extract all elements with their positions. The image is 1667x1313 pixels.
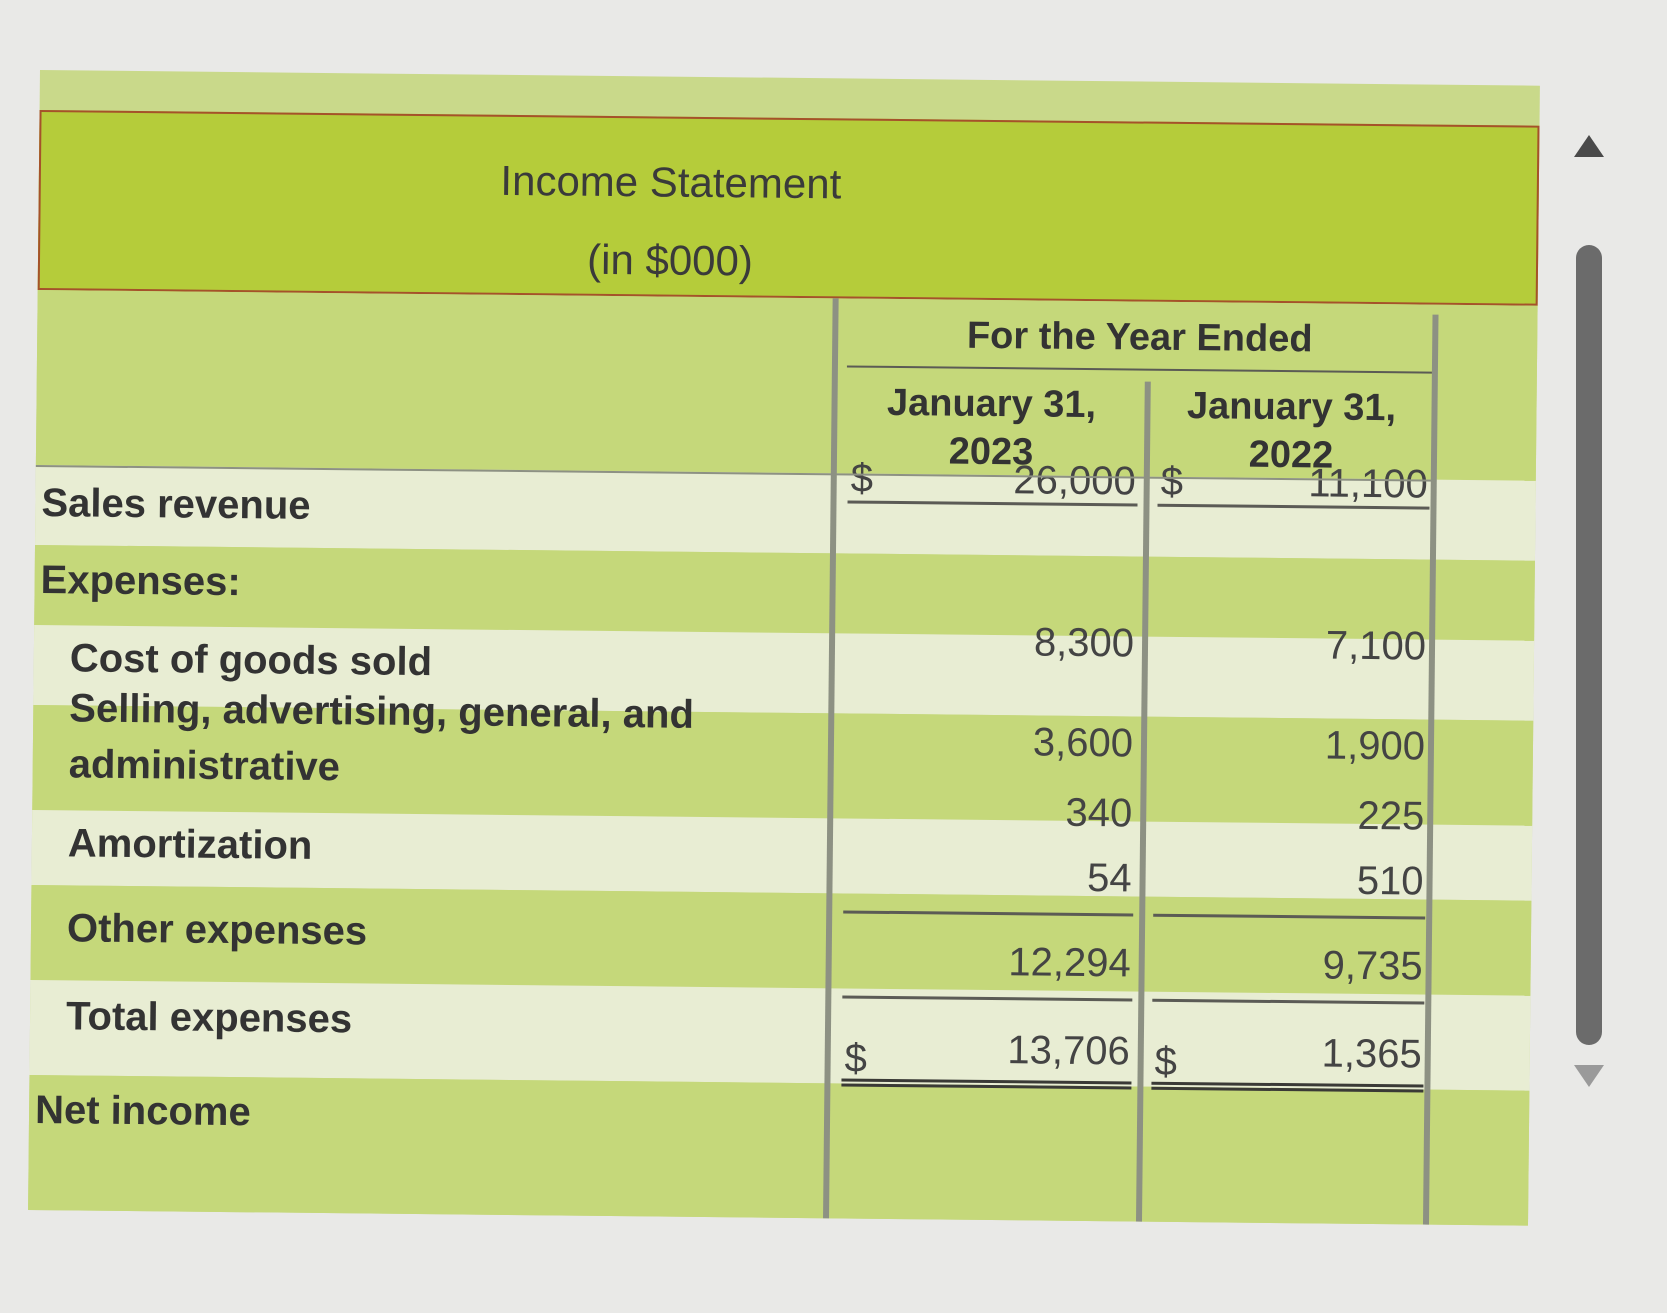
dollar-sign-net-2022: $ — [1154, 1039, 1178, 1084]
label-sales-revenue: Sales revenue — [41, 481, 311, 528]
value-amortization-2022: 225 — [1357, 793, 1425, 839]
value-total-2023: 12,294 — [1008, 940, 1131, 986]
scroll-thumb[interactable] — [1576, 245, 1602, 1045]
statement-units: (in $000) — [586, 235, 754, 285]
vertical-scrollbar[interactable] — [1560, 115, 1620, 1105]
value-cogs-2022: 7,100 — [1325, 623, 1427, 669]
value-net-2022: 1,365 — [1321, 1031, 1422, 1077]
dollar-sign-sales-2022: $ — [1160, 459, 1184, 504]
label-selling-advertising: Selling, advertising, general, and admin… — [68, 686, 695, 790]
value-other-2023: 54 — [1086, 856, 1132, 901]
label-total-expenses: Total expenses — [65, 994, 353, 1042]
scroll-up-arrow-icon[interactable] — [1574, 135, 1604, 157]
scroll-down-arrow-icon[interactable] — [1574, 1065, 1604, 1087]
value-selling-2023: 3,600 — [1032, 720, 1134, 766]
value-net-2023: 13,706 — [1007, 1028, 1131, 1074]
statement-title: Income Statement — [500, 156, 842, 208]
statement-title-band: Income Statement (in $000) — [37, 109, 1540, 306]
value-other-2022: 510 — [1356, 858, 1424, 904]
value-cogs-2023: 8,300 — [1033, 620, 1135, 666]
income-statement-table: Income Statement (in $000) For the Year … — [28, 70, 1540, 1226]
label-expenses: Expenses: — [40, 558, 241, 605]
dollar-sign-net-2023: $ — [844, 1036, 868, 1081]
value-selling-2022: 1,900 — [1324, 723, 1426, 769]
label-amortization: Amortization — [67, 821, 313, 868]
value-amortization-2023: 340 — [1065, 790, 1133, 836]
value-sales-2023: 26,000 — [1013, 458, 1136, 504]
label-net-income: Net income — [34, 1088, 251, 1135]
row-band-net — [28, 1074, 1530, 1226]
label-other-expenses: Other expenses — [66, 906, 368, 954]
header-group-label: For the Year Ended — [966, 314, 1313, 361]
dollar-sign-sales-2023: $ — [850, 456, 874, 501]
value-sales-2022: 11,100 — [1308, 461, 1428, 507]
value-total-2022: 9,735 — [1322, 943, 1423, 989]
